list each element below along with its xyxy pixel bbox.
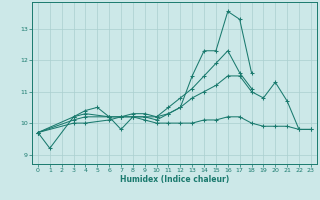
X-axis label: Humidex (Indice chaleur): Humidex (Indice chaleur) xyxy=(120,175,229,184)
